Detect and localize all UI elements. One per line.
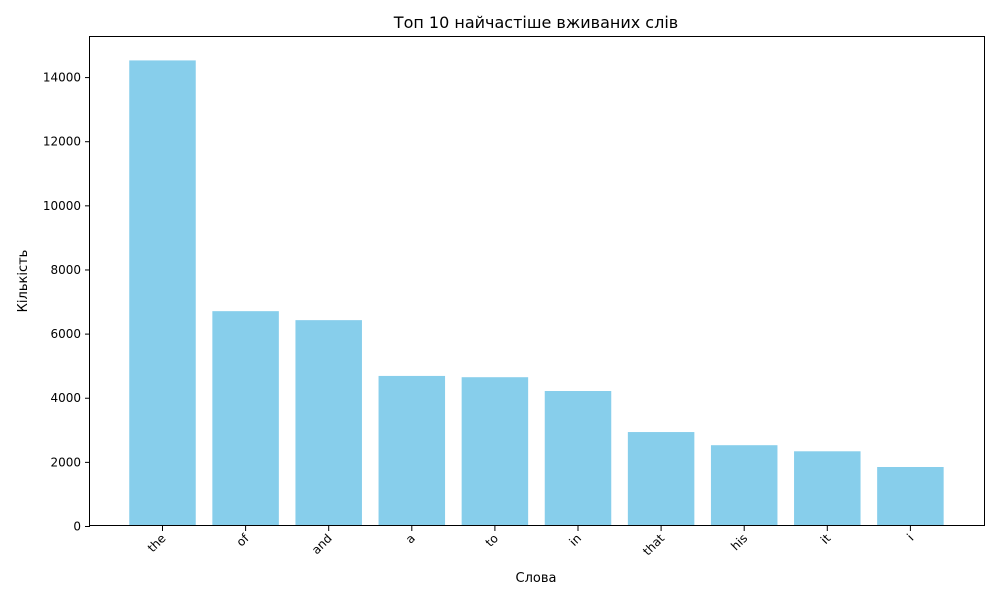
- chart-title: Топ 10 найчастіше вживаних слів: [393, 13, 678, 32]
- y-tick-label: 2000: [50, 455, 81, 469]
- y-tick-label: 12000: [43, 135, 81, 149]
- x-tick-label-his: his: [728, 531, 750, 553]
- x-tick-label-in: in: [566, 531, 584, 549]
- x-axis: the of and a to in that his it i: [145, 526, 917, 558]
- y-tick-label: 6000: [50, 327, 81, 341]
- bar-to: [461, 377, 529, 526]
- x-tick-label-that: that: [640, 531, 667, 558]
- bar-the: [129, 60, 196, 526]
- x-tick-label-to: to: [483, 531, 501, 549]
- bar-and: [295, 320, 362, 526]
- y-axis-label: Кількість: [16, 250, 31, 313]
- y-tick-label: 10000: [43, 199, 81, 213]
- x-tick-label-i: i: [904, 531, 916, 543]
- x-tick-label-a: a: [403, 531, 418, 546]
- y-axis: 0 2000 4000 6000 8000 10000 12000 14000: [43, 71, 90, 534]
- bar-in: [544, 391, 612, 526]
- x-axis-label: Слова: [516, 571, 557, 586]
- bar-i: [877, 466, 944, 526]
- x-tick-label-it: it: [818, 531, 834, 547]
- bar-a: [378, 375, 446, 526]
- x-tick-label-of: of: [234, 531, 253, 550]
- plot-frame: [89, 36, 985, 526]
- x-tick-label-the: the: [145, 531, 169, 555]
- y-tick-label: 14000: [43, 71, 81, 85]
- y-tick-label: 0: [73, 520, 81, 534]
- bars-group: [129, 60, 944, 526]
- y-tick-label: 4000: [50, 391, 81, 405]
- bar-that: [627, 432, 695, 526]
- y-tick-label: 8000: [50, 263, 81, 277]
- bar-it: [794, 451, 861, 526]
- bar-of: [212, 311, 279, 526]
- x-tick-label-and: and: [309, 531, 335, 557]
- bar-his: [710, 445, 778, 526]
